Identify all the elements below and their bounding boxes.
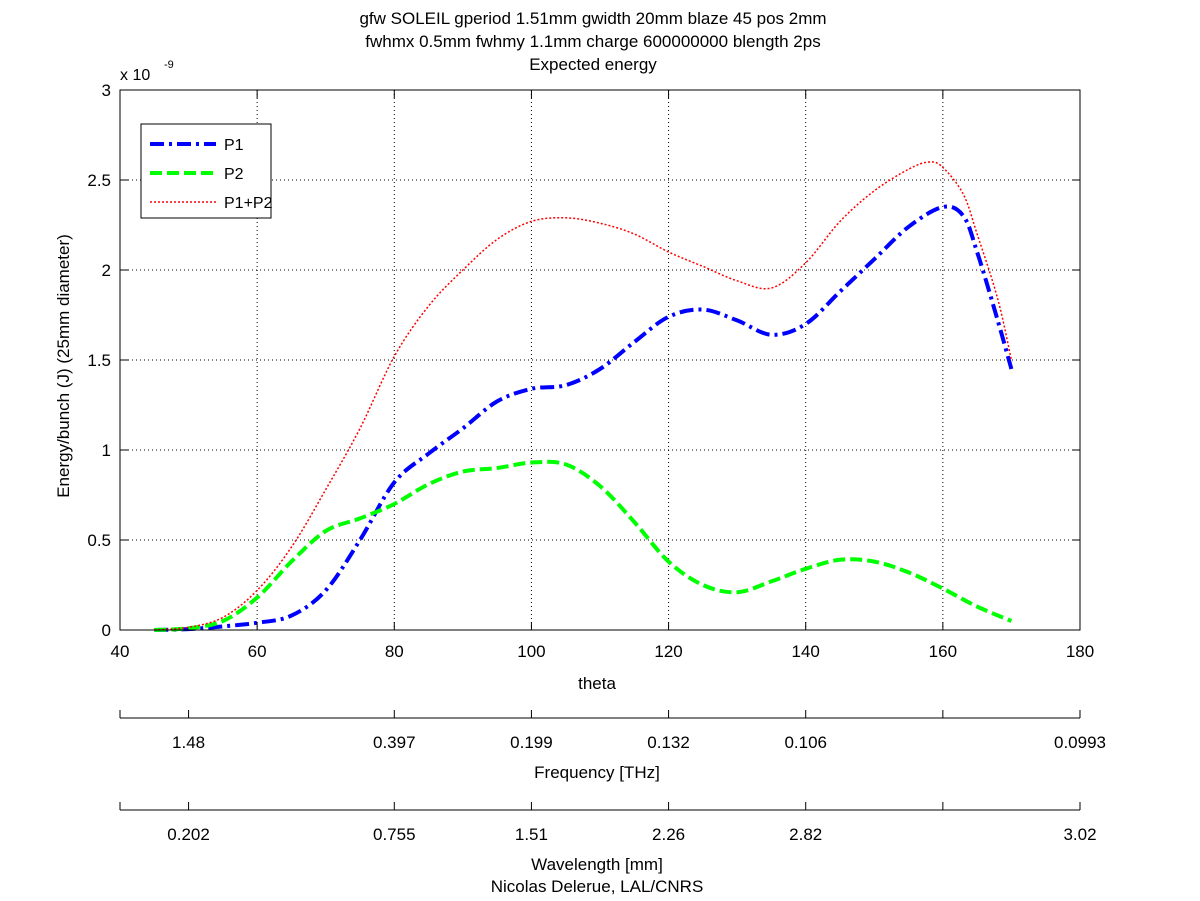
x-tick-label: 60 (248, 642, 267, 661)
secondary-axis-tick-label: 0.397 (373, 733, 416, 752)
secondary-axis-tick-label: 1.48 (172, 733, 205, 752)
legend-label-p2: P2 (224, 166, 244, 183)
footer-credit: Nicolas Delerue, LAL/CNRS (491, 877, 704, 896)
x-axis-label: theta (578, 674, 616, 693)
secondary-axis-tick-label: 2.82 (789, 825, 822, 844)
secondary-axis-tick-label: 0.755 (373, 825, 416, 844)
legend: P1 P2 P1+P2 (140, 123, 273, 219)
secondary-axis-tick-label: 0.199 (510, 733, 553, 752)
secondary-axis-tick-label: 0.132 (647, 733, 690, 752)
y-tick-label: 0 (102, 621, 111, 640)
secondary-axis-tick-label: 1.51 (515, 825, 548, 844)
title-line-1: gfw SOLEIL gperiod 1.51mm gwidth 20mm bl… (359, 9, 826, 28)
series-line-p1-p2 (154, 161, 1013, 631)
y-axis-label: Energy/bunch (J) (25mm diameter) (54, 234, 73, 498)
y-tick-label: 1.5 (87, 351, 111, 370)
title-line-2: fwhmx 0.5mm fwhmy 1.1mm charge 600000000… (365, 32, 820, 51)
legend-label-p1: P1 (224, 137, 244, 154)
y-multiplier-base: x 10 (120, 67, 150, 84)
axis-ticks: 40 60 80 100 120 140 160 180 0 0.5 1 1.5 2 2.5 3 (87, 81, 1094, 661)
y-tick-label: 2.5 (87, 171, 111, 190)
secondary-axis-tick-label: 0.0993 (1054, 733, 1106, 752)
y-multiplier: x 10 -9 (120, 59, 174, 84)
y-multiplier-exponent: -9 (164, 59, 174, 71)
y-tick-label: 2 (102, 261, 111, 280)
secondary-axis-tick-label: 0.106 (784, 733, 827, 752)
x-tick-label: 80 (385, 642, 404, 661)
x-tick-label: 140 (792, 642, 820, 661)
secondary-axis-tick-label: 0.202 (167, 825, 210, 844)
x-tick-label: 160 (929, 642, 957, 661)
y-tick-label: 1 (102, 441, 111, 460)
x-tick-label: 180 (1066, 642, 1094, 661)
x-tick-label: 40 (111, 642, 130, 661)
y-tick-label: 0.5 (87, 531, 111, 550)
secondary-axes: 1.48 0.397 0.199 0.132 0.106 0.0993 Frequency … (119, 710, 1106, 874)
grid (120, 90, 1080, 630)
x-tick-label: 100 (517, 642, 545, 661)
legend-label-p1p2: P1+P2 (224, 195, 273, 212)
y-tick-label: 3 (102, 81, 111, 100)
figure-title: gfw SOLEIL gperiod 1.51mm gwidth 20mm bl… (359, 9, 826, 74)
secondary-axis-tick-label: 2.26 (652, 825, 685, 844)
secondary-axis-label: Wavelength [mm] (531, 855, 663, 874)
series-line-p1 (154, 204, 1014, 632)
secondary-axis-label: Frequency [THz] (534, 763, 660, 782)
secondary-axis-tick-label: 3.02 (1063, 825, 1096, 844)
title-line-3: Expected energy (529, 55, 657, 74)
series-line-p2 (154, 459, 1013, 632)
series-lines (154, 161, 1014, 632)
x-tick-label: 120 (654, 642, 682, 661)
